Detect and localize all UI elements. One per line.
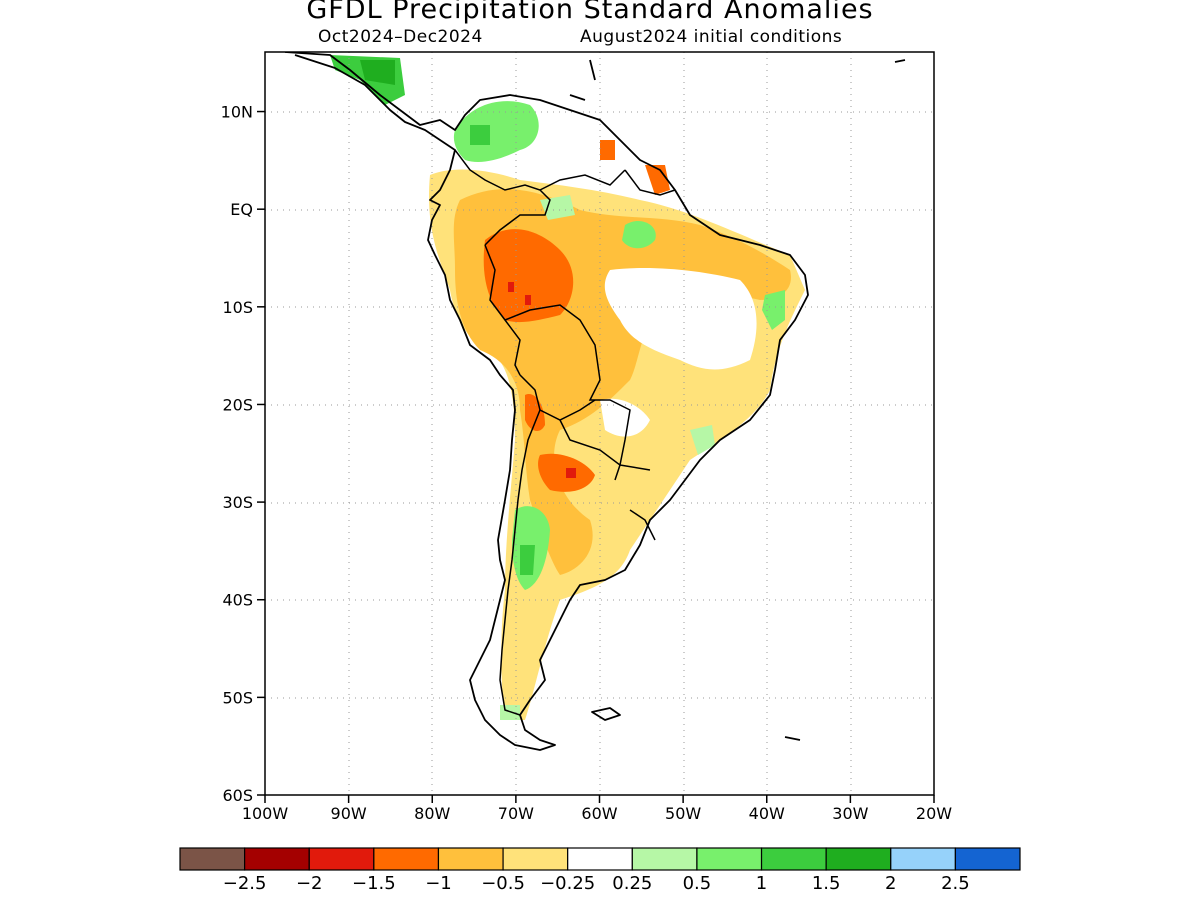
colorbar-label: 2.5 bbox=[941, 873, 970, 894]
lat-tick-label: 50S bbox=[222, 688, 253, 707]
lat-tick-label: 30S bbox=[222, 493, 253, 512]
colorbar-swatch bbox=[502, 847, 569, 871]
colorbar-label: −1 bbox=[425, 873, 452, 894]
colorbar-swatch bbox=[760, 847, 827, 871]
lat-tick-label: 40S bbox=[222, 591, 253, 610]
colorbar-swatch bbox=[631, 847, 698, 871]
colorbar-swatch bbox=[825, 847, 892, 871]
shade-wet-colombia-core bbox=[470, 125, 490, 145]
shade-weak-wet-southeast bbox=[690, 425, 715, 455]
shade-neutral-south bbox=[600, 398, 650, 437]
colorbar-label: −0.25 bbox=[540, 873, 595, 894]
shade-weak-wet-north bbox=[540, 195, 575, 220]
forecast-period: Oct2024–Dec2024 bbox=[318, 27, 483, 47]
colorbar-label: −2 bbox=[296, 873, 323, 894]
colorbar-swatch bbox=[308, 847, 375, 871]
shade-strong-dry-guiana bbox=[645, 165, 670, 195]
lat-tick-label: 60S bbox=[222, 786, 253, 805]
coastlines bbox=[284, 52, 906, 751]
latitude-axis: 10N EQ 10S 20S 30S 40S 50S 60S bbox=[221, 103, 265, 805]
shade-wet-northeast-brazil bbox=[762, 290, 785, 330]
border-bolivia bbox=[519, 374, 596, 421]
map-area bbox=[265, 52, 934, 795]
falkland-islands bbox=[591, 707, 621, 721]
shade-wet-central-andes-core bbox=[520, 545, 535, 575]
colorbar-swatch bbox=[696, 847, 763, 871]
longitude-axis: 100W 90W 80W 70W 60W 50W 40W 30W 20W bbox=[242, 795, 952, 823]
south-america-outline bbox=[284, 52, 809, 751]
colorbar-swatch bbox=[437, 847, 504, 871]
lon-tick-label: 40W bbox=[749, 804, 785, 823]
shade-very-dry-1 bbox=[508, 282, 514, 292]
lat-tick-label: 10N bbox=[221, 103, 253, 122]
colorbar-swatch bbox=[890, 847, 956, 871]
lon-tick-label: 70W bbox=[498, 804, 534, 823]
lat-tick-label: 10S bbox=[222, 298, 253, 317]
colorbar-swatch bbox=[179, 847, 246, 871]
colorbar-label: 0.25 bbox=[612, 873, 652, 894]
lon-tick-label: 60W bbox=[581, 804, 617, 823]
lon-tick-label: 30W bbox=[832, 804, 868, 823]
border-argentina-chile bbox=[499, 409, 541, 716]
anomaly-shading bbox=[330, 55, 805, 721]
shade-strong-dry-venezuela bbox=[600, 140, 615, 160]
colorbar-swatch bbox=[954, 847, 1021, 871]
shade-strong-dry-andes bbox=[525, 394, 545, 432]
colorbar: −2.5 −2 −1.5 −1 −0.5 −0.25 0.25 0.5 1 1.5 2 2.5 bbox=[179, 847, 1021, 894]
colorbar-label: 1 bbox=[756, 873, 767, 894]
border-paraguay bbox=[559, 419, 621, 481]
colorbar-swatch bbox=[244, 847, 310, 871]
border-guianas bbox=[624, 169, 676, 196]
lon-tick-label: 100W bbox=[242, 804, 289, 823]
shade-weak-wet-patagonia bbox=[500, 705, 520, 720]
border-brazil-west bbox=[504, 304, 651, 471]
shade-very-dry-3 bbox=[566, 468, 576, 478]
country-borders bbox=[454, 149, 676, 716]
initial-conditions: August2024 initial conditions bbox=[580, 27, 843, 47]
shade-wet-amazon-mouth bbox=[622, 220, 656, 249]
border-uruguay bbox=[629, 509, 656, 541]
colorbar-label: −0.5 bbox=[481, 873, 525, 894]
colorbar-label: 2 bbox=[885, 873, 896, 894]
caribbean-islands bbox=[569, 59, 906, 101]
map-title: GFDL Precipitation Standard Anomalies bbox=[306, 0, 874, 25]
colorbar-swatch bbox=[373, 847, 440, 871]
lon-tick-label: 50W bbox=[665, 804, 701, 823]
lat-tick-label: EQ bbox=[230, 200, 253, 219]
shade-strong-dry-amazon bbox=[483, 229, 574, 323]
shade-wet-central-america-core bbox=[360, 60, 395, 85]
shade-very-dry-2 bbox=[525, 295, 531, 305]
colorbar-label: −1.5 bbox=[352, 873, 396, 894]
colorbar-label: 1.5 bbox=[812, 873, 841, 894]
border-venezuela bbox=[539, 169, 626, 191]
lon-tick-label: 90W bbox=[331, 804, 367, 823]
lon-tick-label: 20W bbox=[916, 804, 952, 823]
lon-tick-label: 80W bbox=[414, 804, 450, 823]
colorbar-swatch bbox=[567, 847, 633, 871]
shade-wet-colombia bbox=[453, 101, 539, 162]
colorbar-label: 0.5 bbox=[683, 873, 712, 894]
south-georgia bbox=[784, 736, 801, 741]
lat-tick-label: 20S bbox=[222, 395, 253, 414]
shade-neutral-brazil bbox=[604, 268, 757, 370]
colorbar-label: −2.5 bbox=[223, 873, 267, 894]
